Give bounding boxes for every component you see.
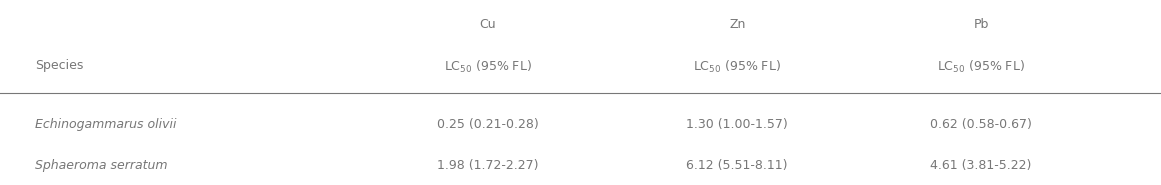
- Text: Echinogammarus olivii: Echinogammarus olivii: [35, 118, 176, 131]
- Text: Sphaeroma serratum: Sphaeroma serratum: [35, 159, 167, 172]
- Text: LC$_{50}$ (95% FL): LC$_{50}$ (95% FL): [444, 59, 532, 75]
- Text: Zn: Zn: [729, 18, 745, 31]
- Text: Species: Species: [35, 59, 84, 72]
- Text: Cu: Cu: [479, 18, 496, 31]
- Text: 0.25 (0.21-0.28): 0.25 (0.21-0.28): [437, 118, 539, 131]
- Text: 0.62 (0.58-0.67): 0.62 (0.58-0.67): [930, 118, 1032, 131]
- Text: LC$_{50}$ (95% FL): LC$_{50}$ (95% FL): [937, 59, 1025, 75]
- Text: 6.12 (5.51-8.11): 6.12 (5.51-8.11): [686, 159, 788, 172]
- Text: LC$_{50}$ (95% FL): LC$_{50}$ (95% FL): [693, 59, 781, 75]
- Text: 1.98 (1.72-2.27): 1.98 (1.72-2.27): [437, 159, 539, 172]
- Text: 1.30 (1.00-1.57): 1.30 (1.00-1.57): [686, 118, 788, 131]
- Text: Pb: Pb: [973, 18, 989, 31]
- Text: 4.61 (3.81-5.22): 4.61 (3.81-5.22): [930, 159, 1032, 172]
